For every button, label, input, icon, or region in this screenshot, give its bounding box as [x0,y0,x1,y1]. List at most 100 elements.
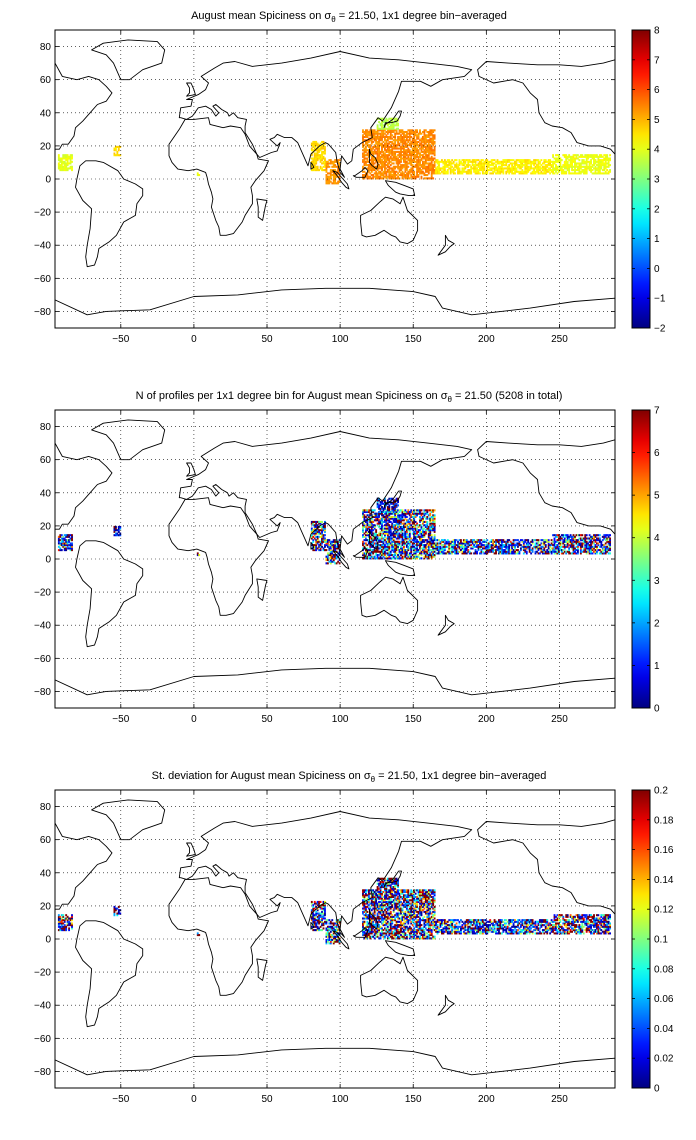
data-bin [556,172,559,175]
data-bin [398,552,401,555]
data-bin [474,159,477,162]
data-bin [445,545,448,548]
data-bin [476,539,478,542]
data-bin [534,170,537,173]
data-bin [575,164,578,167]
data-bin [382,121,385,124]
data-bin [416,147,419,150]
data-bin [461,550,464,553]
data-bin [477,172,480,175]
data-bin [557,154,560,157]
data-bin [315,542,318,545]
data-bin [426,510,429,514]
data-bin [407,557,410,560]
data-bin [575,539,578,542]
data-bin [557,165,560,168]
data-bin [419,520,421,523]
data-bin [527,539,530,542]
data-bin [394,552,397,555]
data-bin [113,527,116,530]
data-bin [378,165,380,168]
data-bin [597,165,600,168]
data-bin [594,170,597,173]
data-bin [465,164,468,167]
data-bin [404,525,407,528]
data-bin [372,557,375,560]
data-bin [568,164,571,167]
data-bin [383,137,386,140]
data-bin [398,162,401,165]
data-bin [414,550,417,553]
data-bin [581,542,584,545]
data-bin [400,545,402,548]
data-bin [392,506,395,509]
data-bin [515,160,518,163]
data-bin [331,555,334,558]
data-bin [518,165,521,168]
data-bin [590,167,592,170]
data-bin [565,164,568,167]
data-bin [601,169,604,172]
data-bin [517,159,519,162]
data-bin [571,167,573,170]
data-bin [552,160,554,163]
data-bin [321,534,323,537]
data-bin [376,514,379,517]
data-bin [397,119,399,122]
data-bin [395,506,398,509]
data-bin [376,127,379,130]
data-bin [490,545,493,548]
data-bin [404,169,407,172]
data-bin [490,172,493,175]
data-bin [579,539,582,542]
data-bin [388,514,391,517]
data-bin [601,172,604,175]
data-bin [574,549,576,552]
data-bin [427,525,430,528]
data-bin [480,552,483,555]
data-bin [581,160,584,163]
data-bin [571,545,573,548]
data-bin [426,550,429,553]
data-bin [483,544,486,547]
data-bin [553,157,556,160]
data-bin [370,537,373,540]
data-bin [509,552,512,555]
data-bin [376,142,379,145]
data-bin [318,154,321,157]
data-bin [328,177,331,180]
data-bin [467,160,470,163]
data-bin [373,150,376,153]
data-bin [334,169,337,172]
gridlines [55,30,615,328]
data-bin [496,159,499,162]
data-bin [334,180,337,183]
data-bin [411,152,414,155]
data-bin [455,539,458,542]
data-bin [386,512,389,515]
data-bin [606,169,609,172]
data-bin [461,545,464,548]
data-bin [366,514,369,517]
data-bin [566,165,569,168]
data-bin [395,174,398,177]
data-bin [362,540,364,543]
data-bin [386,124,389,127]
data-bin [461,172,464,175]
data-bin [448,540,451,543]
data-bin [423,530,426,533]
data-bin [395,155,398,158]
data-bin [391,117,394,120]
data-bin [433,147,436,150]
data-bin [426,527,429,530]
data-bin [372,154,375,157]
data-bin [411,525,414,528]
data-bin [316,535,319,538]
data-bin [68,167,71,170]
data-bin [405,542,408,545]
data-bin [65,154,68,157]
data-bin [452,167,455,170]
data-bin [397,529,399,532]
data-bin [383,126,386,129]
data-bin [397,157,399,160]
